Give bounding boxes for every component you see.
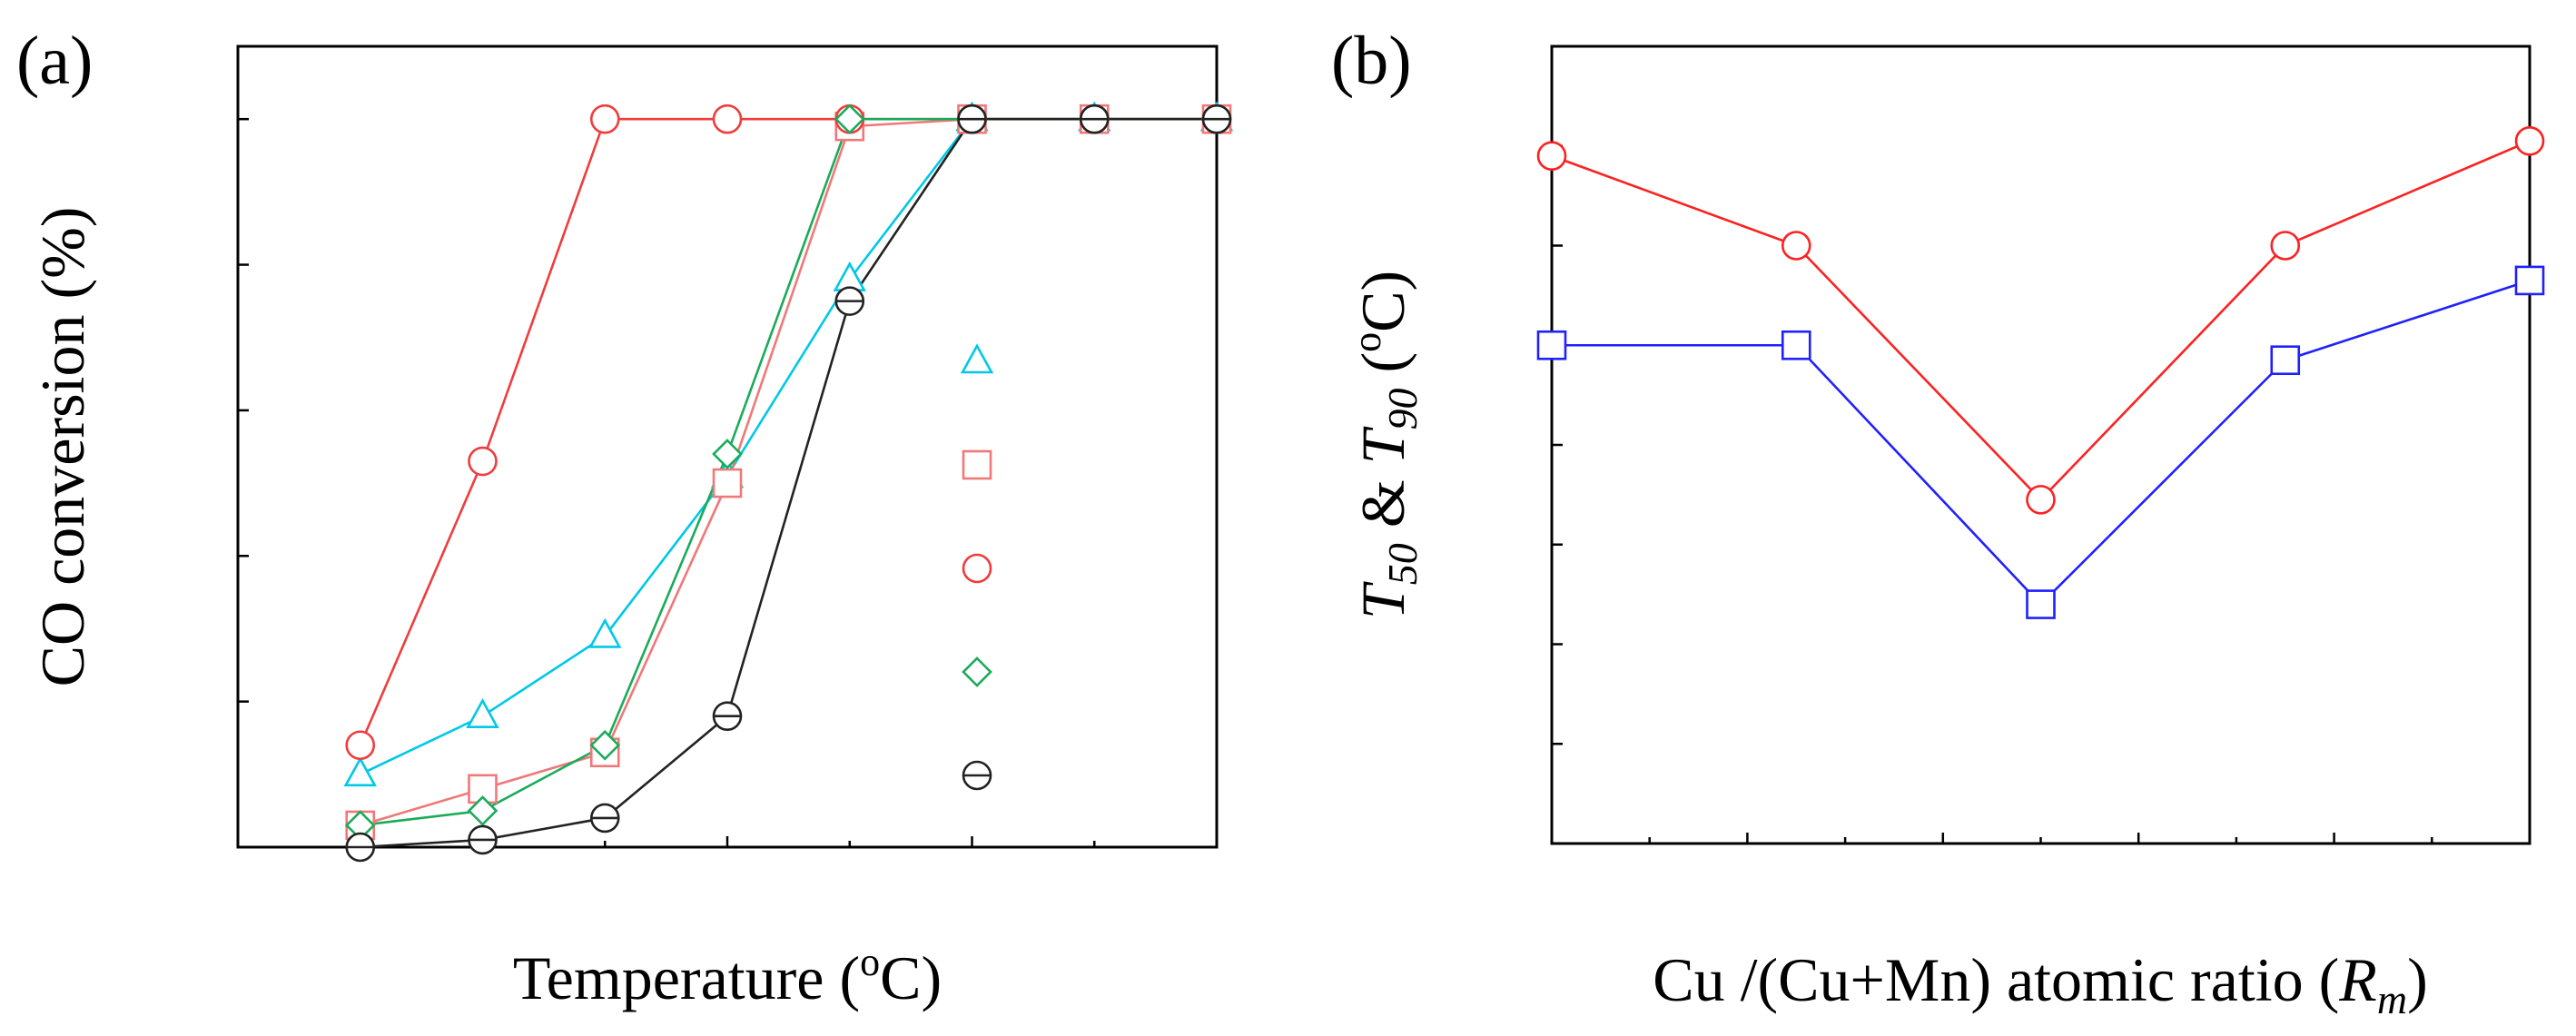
data-point-1.00 <box>957 104 987 134</box>
data-point-T50 <box>2514 265 2545 296</box>
data-point-0.50 <box>345 730 376 761</box>
data-point-1.00 <box>468 824 498 855</box>
data-point-1.00 <box>345 832 376 863</box>
panel-b-chart: (b) Cu /(Cu+Mn) atomic ratio (Rm) T50 & … <box>1331 23 2545 1022</box>
data-point-T50 <box>2026 589 2056 619</box>
data-point-0.50 <box>712 104 743 134</box>
data-point-0.50 <box>468 446 498 477</box>
data-point-1.00 <box>834 286 865 316</box>
data-point-T50 <box>1781 330 1811 360</box>
series-line-T90 <box>1551 140 2531 502</box>
data-point-1.00 <box>1201 104 1232 134</box>
panel-a-x-axis-label: Temperature (oC) <box>513 940 942 1012</box>
panel-b-plot-frame <box>1550 44 2532 845</box>
series-line-1.00 <box>360 117 1217 849</box>
panel-b-x-axis-label: Cu /(Cu+Mn) atomic ratio (Rm) <box>1653 945 2427 1022</box>
data-point-1.00 <box>712 701 743 731</box>
data-point-T90 <box>1781 231 1811 261</box>
legend-marker-0.75 <box>962 656 992 687</box>
legend-marker-1.00 <box>962 760 992 791</box>
data-point-1.00 <box>589 803 620 834</box>
data-point-T90 <box>2270 231 2301 261</box>
series-line-0.50 <box>359 117 1217 746</box>
panel-a-chart: (a) Temperature (oC) CO conversion (%) <box>16 23 1234 1012</box>
data-point-1.00 <box>1079 104 1110 134</box>
data-point-0.75 <box>834 104 865 135</box>
series-line-T50 <box>1552 279 2531 607</box>
data-point-0.75 <box>467 795 498 826</box>
data-point-0.75 <box>712 439 743 469</box>
legend-marker-0.00 <box>960 343 994 374</box>
data-point-0.50 <box>589 104 620 134</box>
data-point-0.25 <box>712 468 743 498</box>
data-point-0.00 <box>588 617 622 648</box>
panel-b-label: (b) <box>1331 23 1412 99</box>
panel-b-y-axis-label: T50 & T90 (oC) <box>1345 271 1426 619</box>
data-point-T90 <box>2026 485 2056 515</box>
data-point-T50 <box>1536 330 1567 360</box>
data-point-T90 <box>1536 141 1567 172</box>
data-point-0.75 <box>589 729 621 761</box>
data-point-0.00 <box>343 756 377 787</box>
legend-marker-0.25 <box>962 449 992 480</box>
panel-a-y-axis-label: CO conversion (%) <box>28 207 97 687</box>
data-point-0.00 <box>466 697 499 728</box>
data-point-T90 <box>2514 125 2545 156</box>
legend-marker-0.50 <box>962 553 992 584</box>
panel-a-label: (a) <box>16 23 93 99</box>
data-point-T50 <box>2270 345 2301 376</box>
